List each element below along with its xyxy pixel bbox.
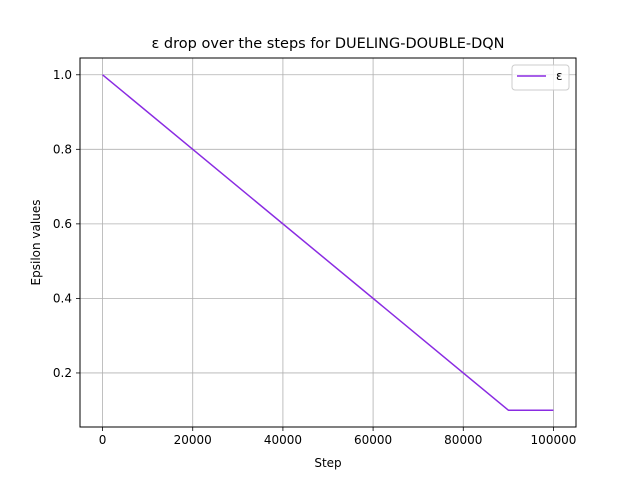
legend: ε (511, 64, 570, 91)
x-tick-label: 60000 (354, 433, 392, 447)
y-tick-label: 0.6 (53, 217, 72, 231)
x-tick-label: 40000 (264, 433, 302, 447)
y-tick-label: 0.2 (53, 366, 72, 380)
y-axis-label: Epsilon values (29, 200, 43, 286)
series-line-epsilon (102, 74, 554, 411)
legend-box (511, 64, 570, 91)
chart-title: ε drop over the steps for DUELING-DOUBLE… (151, 36, 504, 52)
y-axis-ticks: 0.2 0.4 0.6 0.8 1.0 (53, 68, 80, 380)
y-tick-label: 0.8 (53, 142, 72, 156)
legend-label: ε (556, 69, 563, 83)
x-axis-ticks: 0 20000 40000 60000 80000 100000 (99, 427, 577, 447)
y-tick-label: 0.4 (53, 291, 72, 305)
series-layer (102, 74, 554, 411)
x-tick-label: 0 (99, 433, 107, 447)
x-axis-label: Step (314, 456, 341, 470)
x-tick-label: 80000 (444, 433, 482, 447)
y-tick-label: 1.0 (53, 68, 72, 82)
x-tick-label: 20000 (174, 433, 212, 447)
plot-frame (79, 57, 577, 428)
x-tick-label: 100000 (531, 433, 577, 447)
grid-lines (80, 58, 576, 427)
